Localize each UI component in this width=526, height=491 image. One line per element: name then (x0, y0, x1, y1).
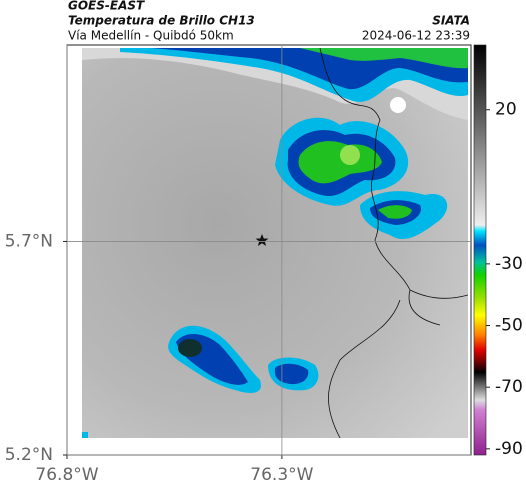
subtitle: Vía Medellín - Quibdó 50km (68, 29, 234, 43)
title: Temperatura de Brillo CH13 (68, 14, 255, 28)
colorbar-tick-label: -70 (495, 377, 523, 397)
colorbar (473, 44, 487, 456)
location-star (255, 234, 269, 246)
timestamp: 2024-06-12 23:39 (362, 29, 470, 43)
colorbar-tick-label: -50 (495, 316, 523, 336)
satellite-image (82, 48, 468, 438)
x-tick-label: 76.3°W (250, 465, 313, 485)
brand: SIATA (432, 14, 470, 28)
colorbar-tick-label: -30 (495, 254, 523, 274)
x-tick-label: 76.8°W (35, 465, 98, 485)
colorbar-tick-label: -90 (495, 439, 523, 459)
colorbar-tick-label: 20 (495, 100, 517, 120)
y-tick-label: 5.2°N (5, 445, 53, 465)
source: GOES-EAST (68, 0, 145, 13)
y-tick-label: 5.7°N (5, 231, 53, 251)
